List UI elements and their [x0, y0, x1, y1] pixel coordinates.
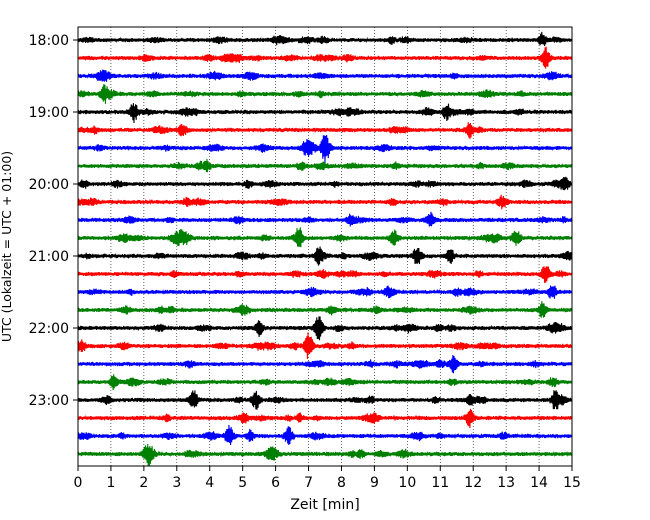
x-tick-label: 0	[74, 475, 83, 491]
x-tick-label: 15	[563, 475, 581, 491]
trace-row-10	[77, 211, 573, 227]
x-tick-label: 8	[337, 475, 346, 491]
trace-row-21	[77, 408, 573, 429]
y-tick-label: 23:00	[29, 393, 69, 409]
trace-row-18	[77, 355, 573, 374]
trace-row-3	[77, 84, 573, 104]
x-tick-label: 7	[304, 475, 313, 491]
y-axis-label: UTC (Lokalzeit = UTC + 01:00)	[0, 151, 14, 342]
x-axis-ticks: 0 1 2 3 4 5 6 7 8 9 10 11 12 13 14 15	[74, 466, 581, 491]
y-axis-ticks: 18:00 19:00 20:00 21:00 22:00 23:00	[29, 33, 78, 409]
trace-row-5	[77, 122, 573, 139]
trace-row-16	[77, 316, 573, 341]
trace-row-7	[77, 159, 573, 173]
plot-frame	[77, 26, 573, 467]
y-tick-label: 19:00	[29, 105, 69, 121]
trace-row-1	[77, 46, 573, 69]
trace-row-0	[77, 31, 573, 47]
y-tick-label: 21:00	[29, 249, 69, 265]
trace-row-14	[77, 285, 573, 299]
trace-row-12	[77, 246, 573, 266]
trace-row-15	[77, 301, 573, 318]
y-tick-label: 18:00	[29, 33, 69, 49]
x-tick-label: 13	[497, 475, 515, 491]
trace-row-17	[77, 332, 573, 360]
x-axis-label: Zeit [min]	[290, 497, 359, 513]
trace-row-9	[77, 194, 573, 210]
trace-row-13	[77, 266, 573, 283]
trace-row-6	[77, 134, 573, 164]
vertical-grid	[110, 27, 540, 466]
x-tick-label: 6	[271, 475, 280, 491]
trace-row-2	[77, 69, 573, 82]
x-tick-label: 12	[464, 475, 482, 491]
y-tick-label: 22:00	[29, 321, 69, 337]
x-tick-label: 11	[431, 475, 449, 491]
x-tick-label: 10	[398, 475, 416, 491]
trace-row-8	[77, 176, 573, 191]
x-tick-label: 4	[205, 475, 214, 491]
x-tick-label: 3	[172, 475, 181, 491]
trace-rows	[77, 31, 573, 467]
x-tick-label: 5	[238, 475, 247, 491]
trace-row-11	[77, 227, 573, 248]
trace-row-20	[77, 390, 573, 410]
trace-row-22	[77, 424, 573, 446]
y-tick-label: 20:00	[29, 177, 69, 193]
trace-row-19	[77, 374, 573, 391]
trace-row-23	[77, 444, 573, 467]
trace-row-4	[77, 103, 573, 123]
x-tick-label: 1	[106, 475, 115, 491]
x-tick-label: 9	[370, 475, 379, 491]
x-tick-label: 2	[139, 475, 148, 491]
x-tick-label: 14	[530, 475, 548, 491]
